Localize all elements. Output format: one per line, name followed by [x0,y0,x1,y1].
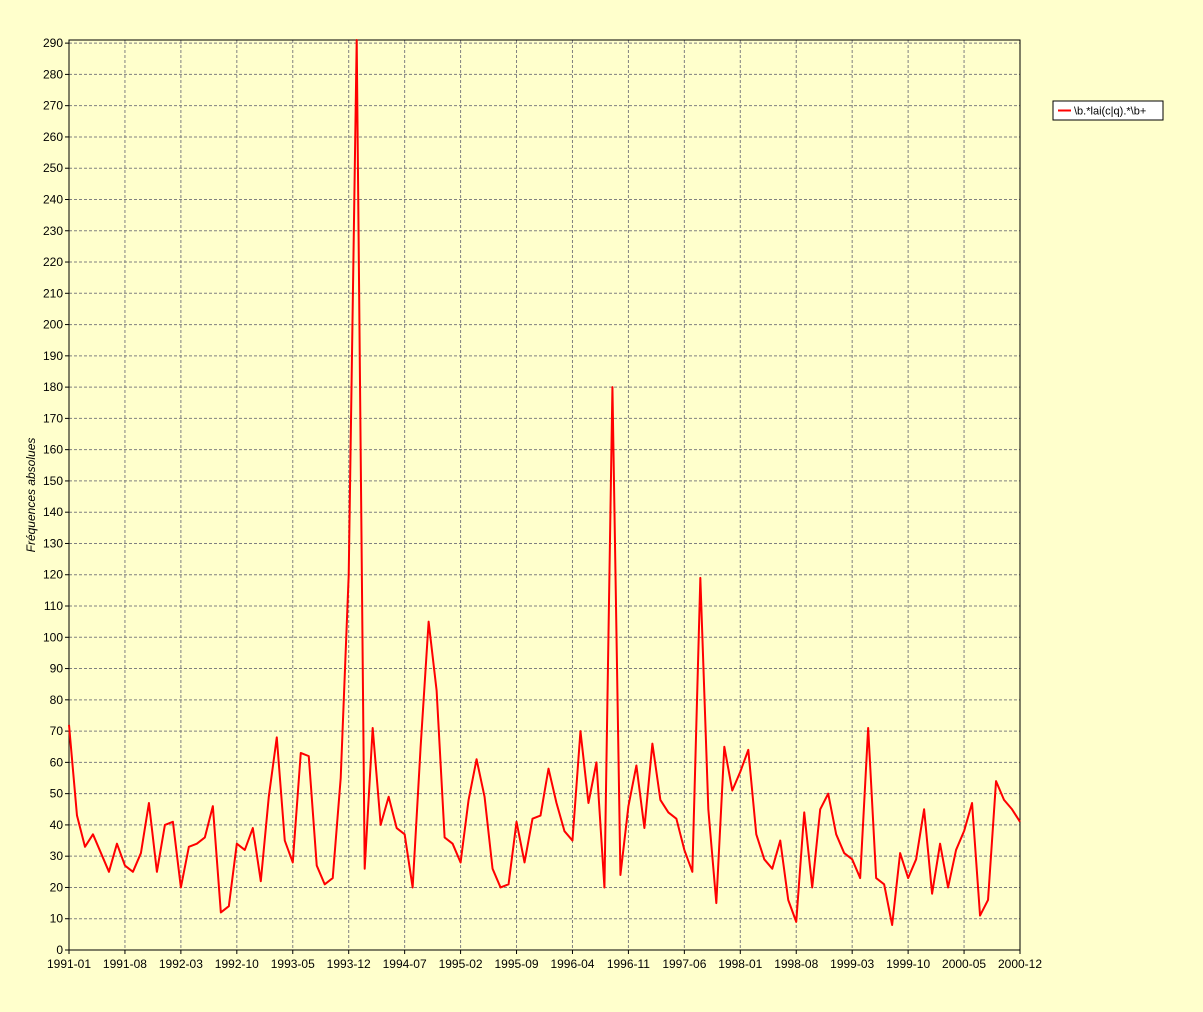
y-tick-label: 290 [43,36,63,50]
x-tick-label: 1992-10 [215,957,259,971]
plot-frame [68,39,1021,951]
y-tick-label: 100 [43,630,63,644]
x-tick-label: 1995-02 [439,957,483,971]
x-tick-label: 1999-03 [830,957,874,971]
y-tick-label: 20 [50,880,64,894]
y-tick-label: 210 [43,286,63,300]
y-tick-label: 200 [43,318,63,332]
y-tick-label: 190 [43,349,63,363]
x-tick-label: 1998-08 [774,957,818,971]
y-tick-label: 130 [43,536,63,550]
x-tick-label: 1998-01 [718,957,762,971]
y-tick-label: 170 [43,411,63,425]
y-tick-label: 30 [50,849,64,863]
y-tick-label: 10 [50,912,64,926]
y-tick-label: 120 [43,568,63,582]
y-tick-label: 90 [50,662,64,676]
x-tick-label: 1993-05 [271,957,315,971]
y-tick-label: 150 [43,474,63,488]
y-tick-label: 160 [43,443,63,457]
series-group [68,39,1021,926]
y-tick-label: 280 [43,67,63,81]
y-tick-label: 0 [56,943,63,957]
gridlines [69,40,1020,950]
legend-label: \b.*lai(c|q).*\b+ [1074,106,1146,118]
x-tick-label: 1995-09 [495,957,539,971]
series-line [68,39,1021,926]
plot-background [69,40,1020,950]
y-axis-label: Fréquences absolues [24,438,38,553]
x-tick-label: 1992-03 [159,957,203,971]
y-tick-label: 140 [43,505,63,519]
y-tick-label: 110 [44,599,63,613]
x-tick-label: 1997-06 [662,957,706,971]
y-tick-label: 240 [43,192,63,206]
y-tick-label: 270 [43,99,63,113]
y-axis: 0 10 20 30 40 50 60 70 80 90 100 110 120 130 140 150 160… [43,36,69,957]
x-tick-label: 1991-08 [103,957,147,971]
x-tick-label: 1996-11 [607,957,650,971]
y-tick-label: 260 [43,130,63,144]
x-tick-label: 2000-12 [998,957,1042,971]
legend: \b.*lai(c|q).*\b+ [1052,100,1164,121]
x-tick-label: 1991-01 [47,957,91,971]
y-tick-label: 220 [43,255,63,269]
legend-box [1052,100,1164,121]
y-tick-label: 70 [50,724,64,738]
y-tick-label: 230 [43,224,63,238]
x-tick-label: 1994-07 [383,957,427,971]
y-tick-label: 80 [50,693,64,707]
y-tick-label: 250 [43,161,63,175]
y-tick-label: 60 [50,755,64,769]
x-tick-label: 1999-10 [886,957,930,971]
y-tick-label: 50 [50,787,64,801]
x-axis: 1991-01 1991-08 1992-03 1992-10 1993-05 1993-… [47,950,1042,971]
x-tick-label: 2000-05 [942,957,986,971]
y-tick-label: 40 [50,818,64,832]
x-tick-label: 1996-04 [550,957,594,971]
x-tick-label: 1993-12 [327,957,371,971]
y-tick-label: 180 [43,380,63,394]
